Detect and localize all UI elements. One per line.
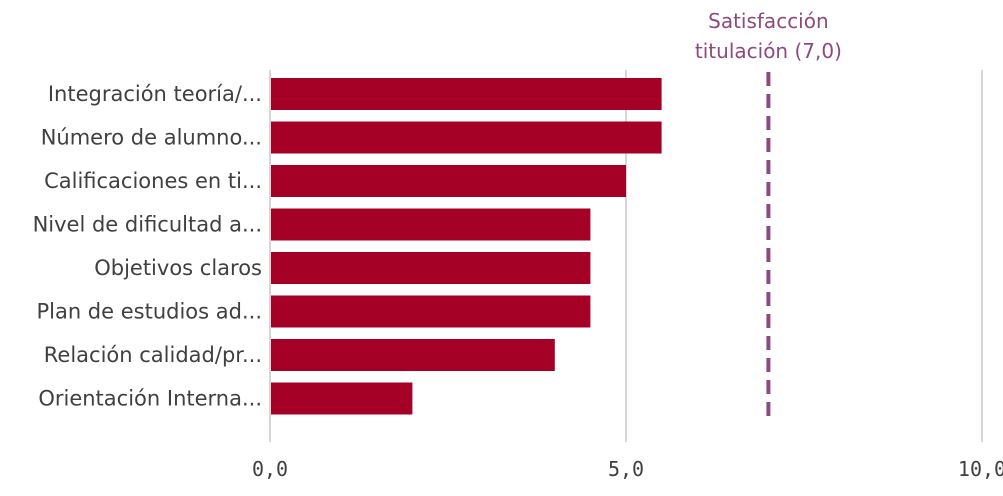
reference-line-label: titulación (7,0) (695, 39, 842, 63)
bar[interactable] (271, 121, 662, 154)
category-label: Orientación Interna... (38, 387, 262, 411)
bar[interactable] (271, 165, 626, 197)
category-label: Objetivos claros (94, 256, 262, 280)
bar[interactable] (271, 339, 555, 371)
x-tick-label: 0,0 (252, 457, 288, 481)
bar[interactable] (271, 382, 413, 415)
reference-line-group: Satisfacción titulación (7,0) (695, 9, 842, 424)
category-labels: Integración teoría/... Número de alumno..… (33, 82, 262, 411)
bar[interactable] (271, 78, 662, 110)
x-tick-label: 10,0 (958, 457, 1003, 481)
bar[interactable] (271, 208, 591, 241)
category-label: Calificaciones en ti... (44, 169, 262, 193)
category-label: Nivel de dificultad a... (33, 213, 262, 237)
category-label: Integración teoría/... (48, 82, 262, 106)
bar[interactable] (271, 252, 591, 284)
bar[interactable] (271, 295, 591, 328)
category-label: Número de alumno... (41, 126, 262, 150)
x-axis-ticks: 0,0 5,0 10,0 (252, 457, 1003, 481)
bars (271, 78, 662, 415)
category-label: Plan de estudios ad... (36, 300, 262, 324)
reference-line-label: Satisfacción (708, 9, 829, 33)
x-tick-label: 5,0 (608, 457, 644, 481)
category-label: Relación calidad/pr... (44, 343, 262, 367)
